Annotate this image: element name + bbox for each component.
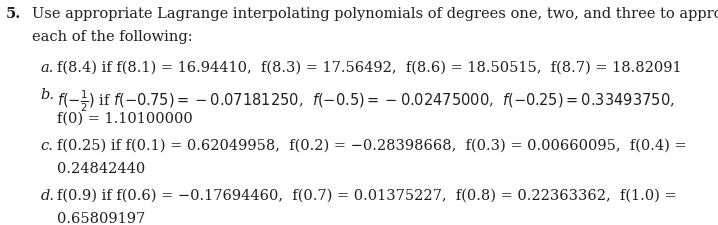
- Text: f(0.25) if f(0.1) = 0.62049958,  f(0.2) = −0.28398668,  f(0.3) = 0.00660095,  f(: f(0.25) if f(0.1) = 0.62049958, f(0.2) =…: [57, 138, 687, 152]
- Text: d.: d.: [41, 188, 55, 202]
- Text: 5.: 5.: [6, 7, 22, 21]
- Text: b.: b.: [41, 88, 55, 102]
- Text: f(8.4) if f(8.1) = 16.94410,  f(8.3) = 17.56492,  f(8.6) = 18.50515,  f(8.7) = 1: f(8.4) if f(8.1) = 16.94410, f(8.3) = 17…: [57, 61, 682, 75]
- Text: 0.24842440: 0.24842440: [57, 161, 146, 175]
- Text: f(0.9) if f(0.6) = −0.17694460,  f(0.7) = 0.01375227,  f(0.8) = 0.22363362,  f(1: f(0.9) if f(0.6) = −0.17694460, f(0.7) =…: [57, 188, 677, 202]
- Text: Use appropriate Lagrange interpolating polynomials of degrees one, two, and thre: Use appropriate Lagrange interpolating p…: [32, 7, 718, 21]
- Text: c.: c.: [41, 138, 54, 152]
- Text: each of the following:: each of the following:: [32, 30, 193, 44]
- Text: $f(-\frac{1}{2})$ if $f(-0.75) = -0.07181250$,  $f(-0.5) = -0.02475000$,  $f(-0.: $f(-\frac{1}{2})$ if $f(-0.75) = -0.0718…: [57, 88, 675, 113]
- Text: f(0) = 1.10100000: f(0) = 1.10100000: [57, 111, 193, 125]
- Text: 0.65809197: 0.65809197: [57, 211, 146, 225]
- Text: a.: a.: [41, 61, 54, 75]
